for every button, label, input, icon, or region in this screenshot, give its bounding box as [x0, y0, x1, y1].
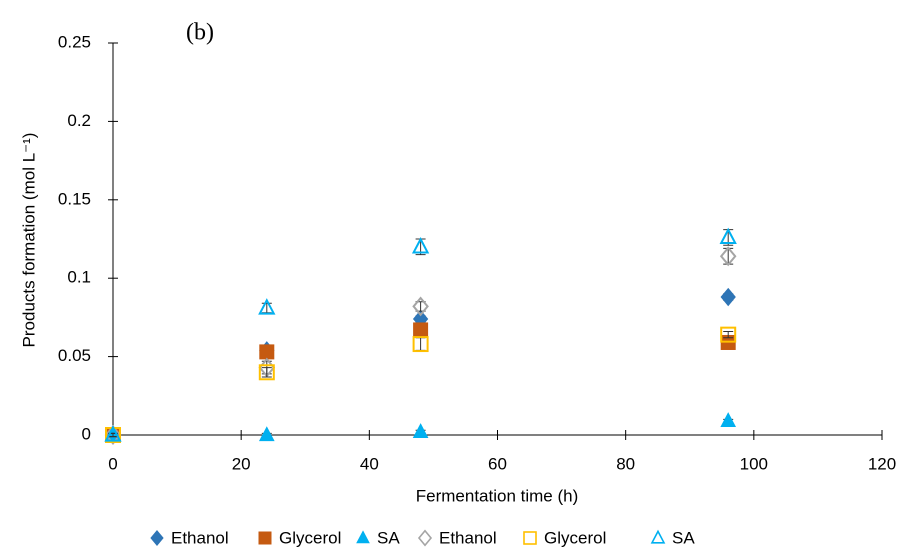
- point: [104, 425, 122, 445]
- legend-marker: [258, 531, 272, 545]
- error-bar: [415, 337, 426, 351]
- legend-marker: [150, 530, 164, 546]
- y-tick-label: 0.25: [58, 32, 91, 51]
- point: [258, 364, 275, 381]
- point: [720, 287, 736, 307]
- point: [719, 246, 737, 267]
- legend-label: SA: [377, 528, 400, 547]
- annotation: (b): [186, 20, 214, 46]
- x-tick-label: 120: [868, 454, 896, 473]
- legend-label: SA: [672, 528, 695, 547]
- x-tick-label: 60: [488, 454, 507, 473]
- y-tick-label: 0: [82, 424, 91, 443]
- legend-marker: [650, 529, 666, 544]
- legend-label: Ethanol: [171, 528, 229, 547]
- legend-label: Ethanol: [439, 528, 497, 547]
- point: [719, 227, 737, 245]
- x-tick-label: 100: [740, 454, 768, 473]
- point: [412, 296, 429, 317]
- x-tick-label: 40: [360, 454, 379, 473]
- legend-label: Glycerol: [544, 528, 606, 547]
- y-tick-label: 0.1: [67, 268, 91, 287]
- point: [412, 423, 429, 438]
- point: [258, 426, 275, 442]
- point: [259, 344, 275, 360]
- point: [413, 322, 429, 338]
- error-bar: [261, 367, 272, 378]
- y-tick-label: 0.05: [58, 346, 91, 365]
- point: [720, 326, 737, 343]
- legend-label: Glycerol: [279, 528, 341, 547]
- legend-marker: [523, 531, 537, 545]
- y-tick-label: 0.2: [67, 111, 91, 130]
- error-bar: [723, 331, 734, 339]
- point: [412, 336, 429, 353]
- y-axis-label: Products formation (mol L⁻¹): [19, 133, 38, 348]
- x-axis-label: Fermentation time (h): [416, 486, 579, 505]
- legend-marker: [417, 529, 433, 547]
- legend-marker: [356, 530, 370, 544]
- point: [411, 236, 430, 254]
- point: [104, 425, 122, 442]
- point: [258, 298, 276, 315]
- x-tick-label: 20: [232, 454, 251, 473]
- x-tick-label: 0: [108, 454, 117, 473]
- y-tick-label: 0.15: [58, 189, 91, 208]
- point: [720, 412, 737, 427]
- x-tick-label: 80: [616, 454, 635, 473]
